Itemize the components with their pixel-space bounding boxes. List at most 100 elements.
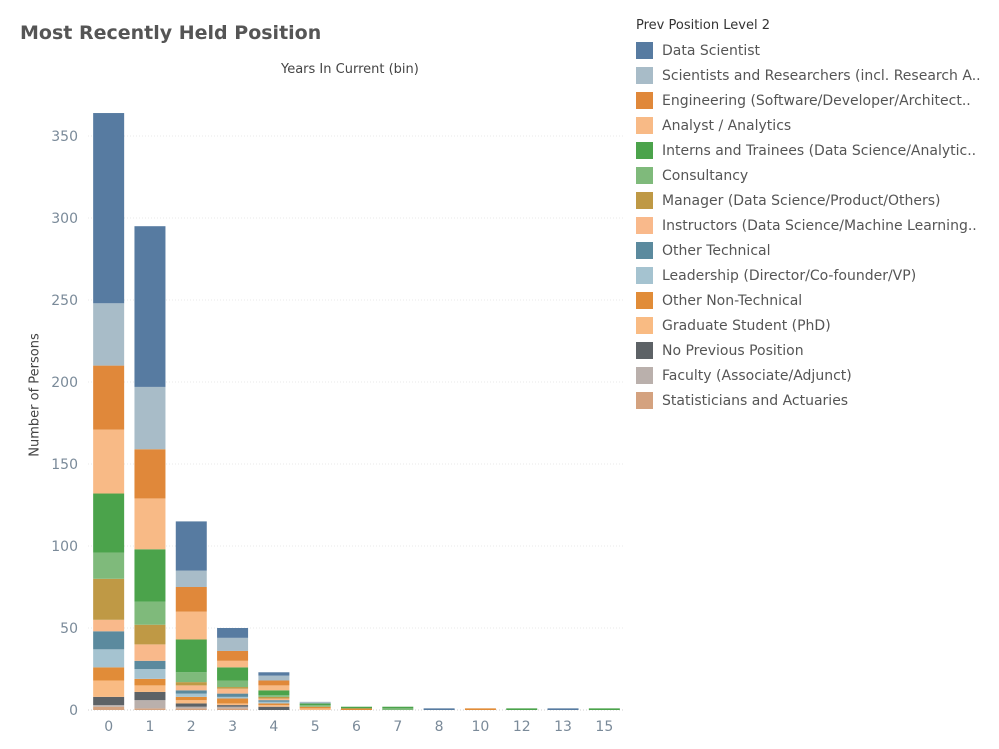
legend-label: Manager (Data Science/Product/Others) xyxy=(662,192,941,209)
bar-segment: Interns and Trainees (Data Science/Analy… xyxy=(382,706,414,709)
legend-item[interactable]: Scientists and Researchers (incl. Resear… xyxy=(636,63,996,88)
bar-segment: No Previous Position: 2 xyxy=(175,703,207,707)
y-tick-label: 200 xyxy=(51,375,78,391)
legend-swatch xyxy=(636,317,653,334)
bar-segment: Interns and Trainees (Data Science/Analy… xyxy=(258,690,290,696)
bar-segment: Interns and Trainees (Data Science/Analy… xyxy=(588,708,620,710)
bar-segment: Consultancy: 1 xyxy=(299,705,331,707)
legend-item[interactable]: Analyst / Analytics xyxy=(636,113,996,138)
bar-segment: Graduate Student (PhD): 10 xyxy=(93,680,125,697)
bar-segment: Statisticians and Actuaries: 2 xyxy=(93,706,125,710)
legend-item[interactable]: No Previous Position xyxy=(636,338,996,363)
legend-swatch xyxy=(636,42,653,59)
bar-segment: Engineering (Software/Developer/Architec… xyxy=(134,449,166,499)
bar-segment: Faculty (Associate/Adjunct): 1 xyxy=(217,706,249,709)
legend-item[interactable]: Other Non-Technical xyxy=(636,288,996,313)
x-tick-label: 13 xyxy=(554,719,572,735)
bar-segment: Data Scientist: 30 xyxy=(175,521,207,571)
bar-segment: Data Scientist: 98 xyxy=(134,226,166,387)
legend-label: Statisticians and Actuaries xyxy=(662,392,849,409)
x-tick-label: 1 xyxy=(146,719,155,735)
legend-item[interactable]: Engineering (Software/Developer/Architec… xyxy=(636,88,996,113)
legend-item[interactable]: Faculty (Associate/Adjunct) xyxy=(636,363,996,388)
legend-label: Other Non-Technical xyxy=(662,292,803,309)
bar-segment: Engineering (Software/Developer/Architec… xyxy=(217,650,249,661)
bar-segment: Analyst / Analytics: 39 xyxy=(93,429,125,494)
legend-item[interactable]: Interns and Trainees (Data Science/Analy… xyxy=(636,138,996,163)
bar-segment: Graduate Student (PhD): 1 xyxy=(299,708,331,710)
bar-segment: Instructors (Data Science/Machine Learni… xyxy=(134,644,166,661)
legend-label: Scientists and Researchers (incl. Resear… xyxy=(662,67,981,84)
bar-segment: No Previous Position: 5 xyxy=(134,691,166,701)
bar-segment: Graduate Student (PhD): 1 xyxy=(258,705,290,707)
bar-segment: Scientists and Researchers (incl. Resear… xyxy=(175,570,207,587)
bar-segment: Faculty (Associate/Adjunct): 1 xyxy=(175,706,207,709)
bar-segment: Interns and Trainees (Data Science/Analy… xyxy=(175,639,207,673)
legend-label: Interns and Trainees (Data Science/Analy… xyxy=(662,142,977,159)
bar-segment: No Previous Position: 5 xyxy=(93,696,125,706)
bar-segment: Other Non-Technical: 1 xyxy=(258,703,290,706)
x-tick-label: 5 xyxy=(311,719,320,735)
x-tick-label: 6 xyxy=(352,719,361,735)
x-tick-label: 4 xyxy=(269,719,278,735)
bar-segment: Leadership (Director/Co-founder/VP): 11 xyxy=(93,649,125,668)
legend-item[interactable]: Instructors (Data Science/Machine Learni… xyxy=(636,213,996,238)
legend-swatch xyxy=(636,292,653,309)
bar-segment: Analyst / Analytics: 4 xyxy=(217,660,249,668)
legend-swatch xyxy=(636,167,653,184)
legend-item[interactable]: Data Scientist xyxy=(636,38,996,63)
bar-segment: Faculty (Associate/Adjunct): 5 xyxy=(134,700,166,709)
x-tick-label: 0 xyxy=(104,719,113,735)
bar-segment: Scientists and Researchers (incl. Resear… xyxy=(299,701,331,704)
bar-segment: Manager (Data Science/Product/Others): 1 xyxy=(258,696,290,699)
bar-segment: Other Technical: 2 xyxy=(217,693,249,697)
bar-segment: Analyst / Analytics: 17 xyxy=(175,611,207,640)
bar-segment: Data Scientist: 2 xyxy=(258,672,290,676)
legend-item[interactable]: Manager (Data Science/Product/Others) xyxy=(636,188,996,213)
bar-segment: Other Technical: 11 xyxy=(93,631,125,650)
bar-segment: Leadership (Director/Co-founder/VP): 1 xyxy=(258,701,290,704)
bar-segment: Other Non-Technical: 1 xyxy=(299,706,331,709)
legend-item[interactable]: Statisticians and Actuaries xyxy=(636,388,996,413)
legend-label: No Previous Position xyxy=(662,342,804,359)
legend-label: Other Technical xyxy=(662,242,771,259)
bar-segment: Consultancy: 6 xyxy=(175,672,207,683)
bar-segment: Other Non-Technical: 8 xyxy=(93,667,125,681)
bar-segment: Instructors (Data Science/Machine Learni… xyxy=(258,698,290,701)
bar-segment: Other Technical: 5 xyxy=(134,660,166,669)
legend-item[interactable]: Consultancy xyxy=(636,163,996,188)
bar-segment: Leadership (Director/Co-founder/VP): 2 xyxy=(175,693,207,697)
legend-swatch xyxy=(636,192,653,209)
bar-segment: Consultancy: 1 xyxy=(258,695,290,697)
legend: Prev Position Level 2 Data Scientist Scie… xyxy=(636,18,996,413)
legend-label: Faculty (Associate/Adjunct) xyxy=(662,367,852,384)
bar-segment: Data Scientist: 116 xyxy=(93,113,125,304)
bar-segment: No Previous Position: 1 xyxy=(217,705,249,707)
legend-swatch xyxy=(636,92,653,109)
bar-segment: Leadership (Director/Co-founder/VP): 1 xyxy=(217,696,249,699)
bar-segment: Other Non-Technical: 3 xyxy=(217,698,249,704)
x-tick-label: 2 xyxy=(187,719,196,735)
y-tick-label: 350 xyxy=(51,129,78,145)
bar-segment: Manager (Data Science/Product/Others): 2… xyxy=(93,578,125,620)
bar-segment: Data Scientist: 6 xyxy=(217,628,249,638)
bar-segment: Other Technical: 2 xyxy=(175,690,207,694)
bar-segment: Interns and Trainees (Data Science/Analy… xyxy=(93,493,125,553)
x-tick-label: 3 xyxy=(228,719,237,735)
legend-label: Instructors (Data Science/Machine Learni… xyxy=(662,217,977,234)
y-tick-label: 300 xyxy=(51,211,78,227)
legend-item[interactable]: Leadership (Director/Co-founder/VP) xyxy=(636,263,996,288)
bar-segment: Data Scientist: 1 xyxy=(547,708,579,710)
bar-segment: Instructors (Data Science/Machine Learni… xyxy=(217,688,249,694)
legend-swatch xyxy=(636,392,653,409)
legend-title: Prev Position Level 2 xyxy=(636,18,770,33)
bar-segment: Statisticians and Actuaries: 1 xyxy=(175,708,207,710)
legend-item[interactable]: Graduate Student (PhD) xyxy=(636,313,996,338)
bar-segment: Consultancy: 1 xyxy=(382,708,414,710)
column-header: Years In Current (bin) xyxy=(281,62,419,77)
bar-segment: Graduate Student (PhD): 1 xyxy=(217,703,249,706)
legend-label: Leadership (Director/Co-founder/VP) xyxy=(662,267,917,284)
bar-segment: Analyst / Analytics: 3 xyxy=(258,685,290,691)
legend-item[interactable]: Other Technical xyxy=(636,238,996,263)
bar-segment: Leadership (Director/Co-founder/VP): 6 xyxy=(134,669,166,679)
